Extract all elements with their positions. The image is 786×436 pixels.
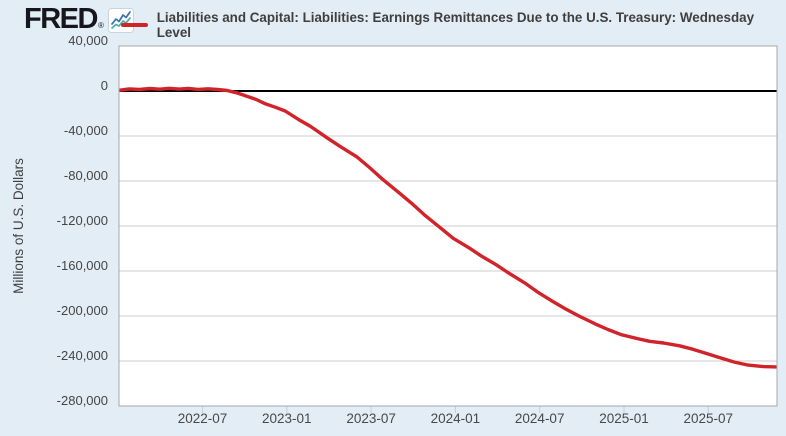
y-tick-label: -160,000 bbox=[56, 258, 108, 273]
y-tick-label: -120,000 bbox=[56, 213, 108, 228]
y-tick-label: -240,000 bbox=[56, 348, 108, 363]
fred-logo[interactable]: FRED ® bbox=[24, 5, 134, 38]
legend-line-swatch bbox=[121, 23, 148, 27]
plot-border bbox=[118, 45, 778, 407]
y-tick-label: -40,000 bbox=[63, 123, 108, 138]
y-tick-label: 40,000 bbox=[68, 33, 108, 48]
x-tick-label: 2023-07 bbox=[346, 411, 396, 426]
y-tick-label: -280,000 bbox=[56, 393, 108, 408]
legend-series-label: Liabilities and Capital: Liabilities: Ea… bbox=[156, 10, 755, 40]
x-tick-label: 2023-01 bbox=[262, 411, 312, 426]
x-tick-label: 2024-01 bbox=[430, 411, 481, 426]
x-tick-label: 2025-07 bbox=[683, 411, 734, 426]
chart-legend: Liabilities and Capital: Liabilities: Ea… bbox=[121, 10, 786, 40]
x-tick-label: 2025-01 bbox=[599, 411, 649, 426]
y-tick-label: 0 bbox=[100, 78, 108, 93]
x-tick-label: 2024-07 bbox=[514, 411, 565, 426]
registered-mark-icon: ® bbox=[97, 21, 104, 30]
x-tick-label: 2022-07 bbox=[177, 411, 228, 426]
fred-logo-text: FRED bbox=[24, 3, 98, 35]
series-line bbox=[119, 86, 777, 369]
y-tick-label: -200,000 bbox=[56, 303, 108, 318]
y-tick-label: -80,000 bbox=[63, 168, 108, 183]
